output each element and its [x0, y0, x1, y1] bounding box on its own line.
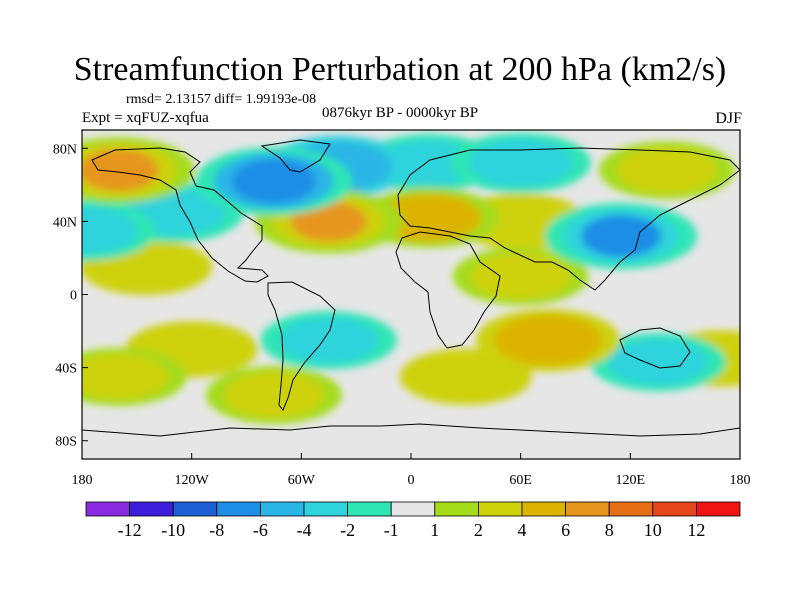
colorbar-swatch — [390, 501, 436, 517]
stats-text: rmsd= 2.13157 diff= 1.99193e-08 — [126, 92, 317, 107]
field-blob-6-band-1 — [616, 147, 717, 194]
colorbar-label: -1 — [384, 520, 399, 540]
africa-coast — [395, 231, 501, 349]
colorbar-swatch — [303, 501, 348, 517]
eurasia-coast — [397, 147, 740, 291]
field-blob-7-band-1 — [470, 253, 571, 300]
field-blob-10-band-1 — [82, 353, 169, 400]
field-blob-15-band-1 — [82, 206, 138, 255]
x-tick-label: 0 — [408, 473, 415, 488]
colorbar: -12 -10 -8 -6 -4 -2 -1 1 2 4 6 8 10 12 — [85, 501, 741, 540]
y-tick-label: 40S — [55, 362, 77, 377]
field-blob-12-band-1 — [468, 138, 573, 187]
period-label: 0876kyr BP - 0000kyr BP — [322, 105, 479, 121]
north-america-coast — [91, 147, 269, 283]
colorbar-label: 10 — [644, 520, 662, 540]
south-america-coast — [267, 281, 336, 411]
colorbar-label: -10 — [161, 520, 185, 540]
field-blob-8-band-1 — [278, 317, 379, 364]
colorbar-label: 12 — [687, 520, 705, 540]
experiment-label: Expt = xqFUZ-xqfua — [82, 110, 209, 126]
y-tick-label: 80S — [55, 435, 77, 450]
colorbar-label: 1 — [430, 520, 439, 540]
colorbar-swatch — [172, 501, 218, 517]
season-label: DJF — [715, 110, 742, 127]
field-blob-21-band-2 — [231, 159, 316, 204]
colorbar-label: -4 — [297, 520, 312, 540]
coastlines — [82, 139, 740, 437]
colorbar-swatch — [652, 501, 697, 517]
field-blob-18-band-2 — [290, 201, 367, 242]
colorbar-swatch — [216, 501, 261, 517]
y-axis: 80N 40N 0 40S 80S — [53, 142, 88, 450]
x-tick-label: 120W — [175, 473, 210, 488]
field-blob-20-band-2 — [581, 215, 662, 258]
colorbar-label: -12 — [118, 520, 142, 540]
antarctica-coast — [82, 423, 740, 437]
colorbar-swatch — [477, 501, 523, 517]
field-layer — [82, 132, 740, 425]
colorbar-label: -6 — [253, 520, 268, 540]
colorbar-label: -8 — [209, 520, 224, 540]
x-tick-label: 180 — [72, 473, 93, 488]
colorbar-swatch — [85, 501, 130, 517]
colorbar-label: 6 — [561, 520, 570, 540]
y-tick-label: 0 — [70, 289, 77, 304]
colorbar-swatch — [434, 501, 479, 517]
x-tick-label: 180 — [730, 473, 751, 488]
colorbar-swatch — [608, 501, 654, 517]
y-tick-label: 80N — [53, 142, 77, 157]
x-tick-label: 60W — [288, 473, 316, 488]
colorbar-swatch — [259, 501, 305, 517]
colorbar-swatch — [521, 501, 566, 517]
colorbar-swatch — [696, 501, 741, 517]
x-tick-label: 60E — [509, 473, 532, 488]
colorbar-label: -2 — [340, 520, 355, 540]
colorbar-swatch — [565, 501, 610, 517]
greenland-coast — [260, 139, 331, 173]
colorbar-swatch — [129, 501, 174, 517]
x-tick-label: 120E — [616, 473, 646, 488]
chart-title: Streamfunction Perturbation at 200 hPa (… — [73, 51, 727, 88]
colorbar-label: 8 — [605, 520, 614, 540]
field-blob-19-band-2 — [82, 149, 159, 192]
field-blob-17-band-1 — [494, 315, 603, 366]
x-axis: 180 120W 60W 0 60E 120E 180 — [72, 453, 751, 488]
field-blob-14-band-1 — [377, 193, 482, 242]
field-blob-11-band-1 — [223, 372, 324, 419]
field-blob-9-band-1 — [607, 339, 708, 386]
y-tick-label: 40N — [53, 215, 77, 230]
colorbar-label: 2 — [474, 520, 483, 540]
colorbar-swatch — [347, 501, 392, 517]
australia-coast — [619, 327, 691, 369]
colorbar-label: 4 — [518, 520, 527, 540]
